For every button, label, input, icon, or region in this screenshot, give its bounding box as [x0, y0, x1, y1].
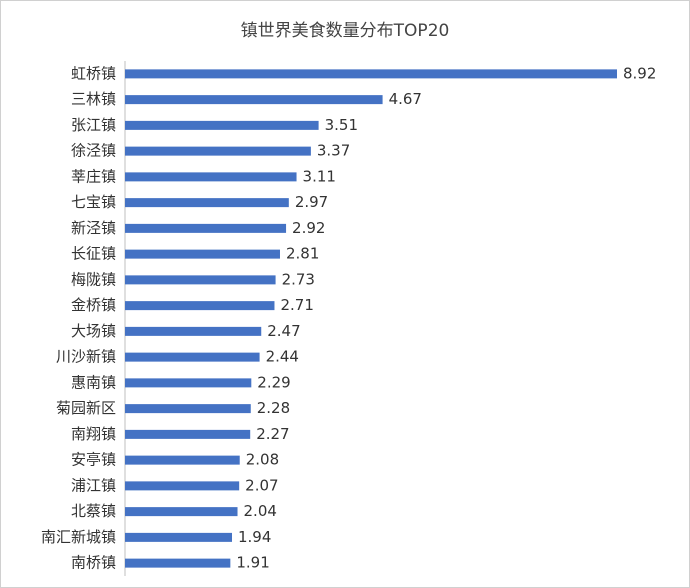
category-label: 惠南镇: [71, 373, 116, 391]
category-label: 安亭镇: [71, 451, 116, 469]
value-label: 2.07: [245, 476, 278, 494]
category-label: 七宝镇: [71, 193, 116, 211]
category-label: 三林镇: [71, 90, 116, 108]
value-label: 1.91: [236, 554, 269, 572]
value-label: 3.11: [303, 167, 336, 185]
value-label: 2.28: [257, 399, 290, 417]
value-label: 2.44: [266, 348, 299, 366]
category-label: 张江镇: [71, 116, 116, 134]
bar: [125, 120, 319, 130]
category-label: 徐泾镇: [71, 142, 116, 160]
category-label: 莘庄镇: [71, 167, 116, 185]
bar: [125, 378, 252, 388]
category-label: 虹桥镇: [71, 64, 116, 82]
chart-title: 镇世界美食数量分布TOP20: [241, 21, 450, 41]
category-label: 金桥镇: [71, 296, 116, 314]
bar: [125, 69, 617, 79]
bar: [125, 455, 240, 465]
bar: [125, 198, 289, 208]
value-label: 3.37: [317, 142, 350, 160]
bar: [125, 275, 276, 285]
bar: [125, 223, 287, 233]
value-label: 2.27: [256, 425, 289, 443]
bar: [125, 429, 251, 439]
category-label: 南汇新城镇: [41, 528, 116, 546]
bar: [125, 558, 231, 568]
value-label: 2.97: [295, 193, 328, 211]
bar: [125, 481, 240, 491]
value-label: 2.73: [282, 270, 315, 288]
category-label: 长征镇: [71, 245, 116, 263]
value-label: 2.71: [280, 296, 313, 314]
value-label: 2.81: [286, 245, 319, 263]
bar: [125, 532, 233, 542]
bar: [125, 95, 383, 105]
category-label: 新泾镇: [71, 219, 116, 237]
category-label: 南翔镇: [71, 425, 116, 443]
bar: [125, 507, 238, 517]
value-label: 2.04: [244, 502, 277, 520]
value-label: 2.08: [246, 451, 279, 469]
category-label: 浦江镇: [71, 476, 116, 494]
category-label: 川沙新镇: [56, 348, 116, 366]
category-label: 大场镇: [71, 322, 116, 340]
value-label: 3.51: [325, 116, 358, 134]
category-label: 南桥镇: [71, 554, 116, 572]
bar: [125, 352, 260, 362]
category-label: 菊园新区: [56, 399, 116, 417]
value-label: 8.92: [623, 64, 656, 82]
bar: [125, 301, 275, 311]
value-label: 1.94: [238, 528, 271, 546]
bar: [125, 249, 280, 259]
bar: [125, 172, 297, 182]
value-label: 2.92: [292, 219, 325, 237]
value-label: 2.29: [257, 373, 290, 391]
bar: [125, 146, 311, 156]
value-label: 4.67: [389, 90, 422, 108]
category-label: 梅陇镇: [71, 270, 116, 288]
bar: [125, 404, 251, 414]
value-label: 2.47: [267, 322, 300, 340]
category-label: 北蔡镇: [71, 502, 116, 520]
bar: [125, 326, 262, 336]
